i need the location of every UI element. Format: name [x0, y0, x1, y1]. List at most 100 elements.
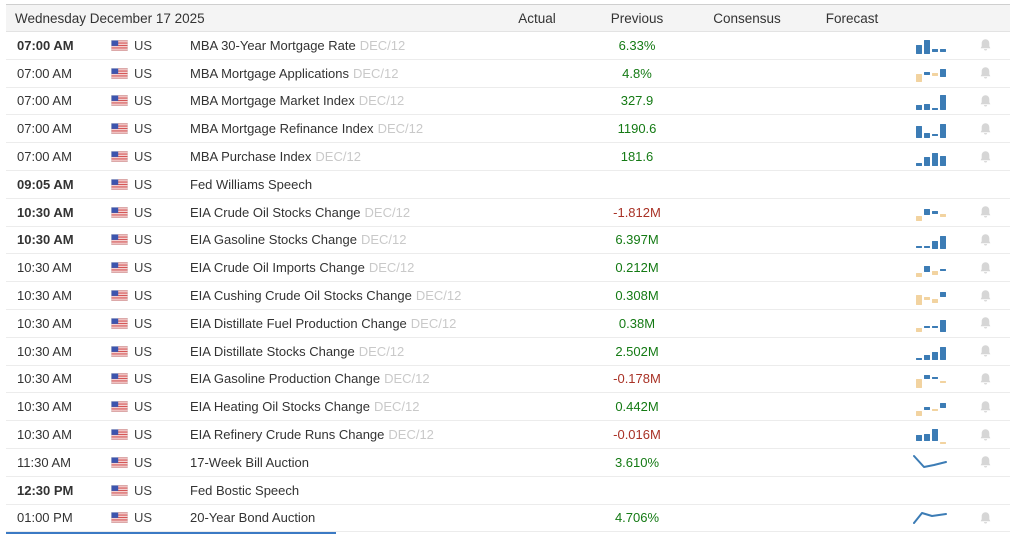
us-flag-icon	[111, 401, 128, 413]
event-reference: DEC/12	[358, 343, 405, 359]
country-cell: US	[111, 316, 181, 331]
event-time: 10:30 AM	[17, 427, 72, 443]
event-time: 11:30 AM	[17, 454, 71, 470]
us-flag-icon	[111, 429, 128, 441]
event-cell: EIA Crude Oil Imports Change DEC/12	[181, 260, 492, 275]
previous-value[interactable]: 0.38M	[618, 315, 656, 331]
sparkline-chart[interactable]	[902, 453, 960, 471]
us-flag-icon	[111, 151, 128, 163]
previous-value[interactable]: 0.308M	[615, 288, 659, 304]
event-cell: EIA Gasoline Production Change DEC/12	[181, 371, 492, 386]
previous-value[interactable]: 6.33%	[618, 37, 656, 53]
sparkline-chart[interactable]	[902, 64, 960, 83]
event-link[interactable]: EIA Gasoline Stocks Change	[190, 232, 357, 248]
event-link[interactable]: MBA 30-Year Mortgage Rate	[190, 37, 356, 53]
alert-bell-button[interactable]	[960, 316, 1010, 330]
event-link[interactable]: MBA Mortgage Refinance Index	[190, 121, 374, 137]
sparkline-chart[interactable]	[902, 314, 960, 333]
alert-bell-button[interactable]	[960, 511, 1010, 525]
sparkline-chart[interactable]	[902, 203, 960, 222]
previous-value[interactable]: 2.502M	[615, 343, 659, 359]
calendar-row: 12:30 PM US Fed Bostic Speech	[6, 477, 1010, 505]
sparkline-chart[interactable]	[902, 148, 960, 166]
sparkline-chart[interactable]	[902, 426, 960, 444]
country-cell: US	[111, 205, 181, 220]
sparkline-chart[interactable]	[902, 342, 960, 361]
event-reference: DEC/12	[360, 232, 407, 248]
alert-bell-button[interactable]	[960, 150, 1010, 164]
event-reference: DEC/12	[359, 37, 406, 53]
previous-value[interactable]: -0.016M	[613, 427, 661, 443]
alert-bell-button[interactable]	[960, 38, 1010, 52]
previous-value[interactable]: 1190.6	[617, 121, 657, 137]
alert-bell-button[interactable]	[960, 428, 1010, 442]
previous-value[interactable]: 0.442M	[615, 399, 659, 415]
event-link[interactable]: MBA Mortgage Market Index	[190, 93, 355, 109]
sparkline-chart[interactable]	[902, 509, 960, 527]
bell-icon	[980, 39, 990, 51]
sparkline-chart[interactable]	[902, 175, 960, 193]
event-link[interactable]: 17-Week Bill Auction	[190, 454, 309, 470]
previous-value[interactable]: 4.706%	[614, 510, 660, 526]
event-link[interactable]: EIA Crude Oil Imports Change	[190, 260, 365, 276]
sparkline-chart[interactable]	[902, 481, 960, 499]
alert-bell-button[interactable]	[960, 344, 1010, 358]
sparkline-chart[interactable]	[902, 259, 960, 277]
event-link[interactable]: EIA Heating Oil Stocks Change	[190, 399, 370, 415]
calendar-row: 09:05 AM US Fed Williams Speech	[6, 171, 1010, 199]
sparkline-chart[interactable]	[902, 120, 960, 138]
sparkline-chart[interactable]	[902, 92, 960, 110]
previous-value[interactable]: 0.212M	[615, 260, 659, 276]
event-link[interactable]: Fed Williams Speech	[190, 176, 313, 192]
alert-bell-button[interactable]	[960, 372, 1010, 386]
bell-icon	[980, 401, 990, 413]
event-cell: EIA Distillate Stocks Change DEC/12	[181, 344, 492, 359]
previous-value[interactable]: 3.610%	[614, 454, 660, 470]
column-header-previous: Previous	[610, 10, 664, 26]
alert-bell-button[interactable]	[960, 289, 1010, 303]
event-cell: 20-Year Bond Auction	[181, 510, 492, 525]
economic-calendar: Wednesday December 17 2025 Actual Previo…	[6, 4, 1010, 534]
alert-bell-button[interactable]	[960, 233, 1010, 247]
event-link[interactable]: 20-Year Bond Auction	[190, 510, 316, 526]
event-link[interactable]: EIA Distillate Stocks Change	[190, 343, 355, 359]
sparkline-chart[interactable]	[902, 398, 960, 416]
sparkline-chart[interactable]	[902, 370, 960, 388]
previous-value[interactable]: 6.397M	[615, 232, 659, 248]
alert-bell-button[interactable]	[960, 94, 1010, 108]
previous-value[interactable]: 4.8%	[622, 65, 652, 81]
previous-value[interactable]: -0.178M	[613, 371, 661, 387]
event-link[interactable]: EIA Gasoline Production Change	[190, 371, 381, 387]
sparkline-chart[interactable]	[902, 36, 960, 55]
alert-bell-button[interactable]	[960, 400, 1010, 414]
event-link[interactable]: MBA Purchase Index	[190, 149, 312, 165]
bell-icon	[980, 317, 990, 329]
previous-value[interactable]: 181.6	[620, 149, 654, 165]
event-link[interactable]: EIA Refinery Crude Runs Change	[190, 427, 385, 443]
event-link[interactable]: EIA Cushing Crude Oil Stocks Change	[190, 288, 412, 304]
previous-value[interactable]: 327.9	[620, 93, 654, 109]
alert-bell-button[interactable]	[960, 205, 1010, 219]
event-link[interactable]: Fed Bostic Speech	[190, 482, 300, 498]
sparkline-chart[interactable]	[902, 231, 960, 249]
event-link[interactable]: EIA Distillate Fuel Production Change	[190, 315, 407, 331]
bell-icon	[980, 373, 990, 385]
event-reference: DEC/12	[315, 149, 361, 165]
event-cell: EIA Refinery Crude Runs Change DEC/12	[181, 427, 492, 442]
country-label: US	[134, 454, 153, 470]
previous-value[interactable]: -1.812M	[613, 204, 661, 220]
bell-icon	[980, 289, 990, 302]
calendar-row: 07:00 AM US MBA Mortgage Market Index DEC…	[6, 88, 1010, 116]
sparkline-chart[interactable]	[902, 287, 960, 305]
event-link[interactable]: MBA Mortgage Applications	[190, 65, 349, 81]
us-flag-icon	[111, 39, 128, 51]
event-link[interactable]: EIA Crude Oil Stocks Change	[190, 204, 361, 220]
calendar-row: 07:00 AM US MBA Purchase Index DEC/12	[6, 143, 1010, 171]
alert-bell-button[interactable]	[960, 66, 1010, 80]
event-time: 07:00 AM	[17, 149, 72, 165]
alert-bell-button[interactable]	[960, 455, 1010, 469]
alert-bell-button[interactable]	[960, 261, 1010, 275]
calendar-row: 07:00 AM US MBA 30-Year Mortgage Rate DEC…	[6, 32, 1010, 60]
alert-bell-button[interactable]	[960, 122, 1010, 136]
event-cell: EIA Crude Oil Stocks Change DEC/12	[181, 205, 492, 220]
